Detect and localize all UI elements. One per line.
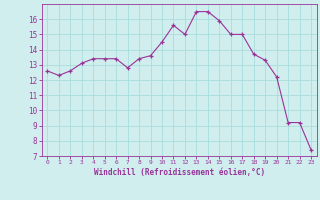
X-axis label: Windchill (Refroidissement éolien,°C): Windchill (Refroidissement éolien,°C) <box>94 168 265 177</box>
